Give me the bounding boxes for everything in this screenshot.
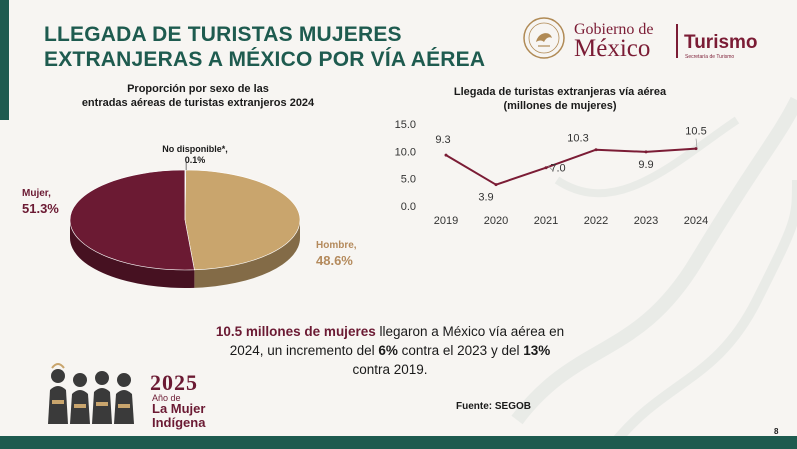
mujer-indigena-line3: Indígena xyxy=(152,415,206,430)
header-logos: Gobierno de México Turismo Secretaría de… xyxy=(522,14,782,64)
line-title-line2: (millones de mujeres) xyxy=(503,100,617,112)
left-accent-band xyxy=(0,0,9,120)
pie-slice-hombre xyxy=(184,169,301,271)
page-number: 8 xyxy=(774,427,779,436)
line-chart: 0.0 5.0 10.0 15.0 2019 2020 2021 2022 2023 2024 9.… xyxy=(395,119,709,227)
mexico-seal-icon xyxy=(523,17,565,59)
data-label: 9.9 xyxy=(638,159,653,171)
pie-label-no-disponible: No disponible*, 0.1% xyxy=(150,144,240,166)
summary-text: 10.5 millones de mujeres llegaron a Méxi… xyxy=(210,322,570,379)
pie-slice-nodisponible xyxy=(184,169,187,221)
mujer-indigena-line1: Año de xyxy=(152,393,181,403)
data-point xyxy=(444,153,448,157)
y-tick-label: 10.0 xyxy=(395,146,416,158)
indigenous-women-illustration xyxy=(48,363,134,424)
data-label: 3.9 xyxy=(478,192,493,204)
turismo-logo-text: Turismo xyxy=(684,32,758,53)
mujer-indigena-line2: La Mujer xyxy=(152,401,206,416)
pie-label-mujer-name: Mujer, xyxy=(22,188,51,199)
data-point xyxy=(644,150,648,154)
y-tick-label: 0.0 xyxy=(401,201,416,213)
data-label-leader xyxy=(695,138,698,148)
logo-divider xyxy=(676,24,678,58)
slide-title-line2: EXTRANJERAS A MÉXICO POR VÍA AÉREA xyxy=(44,48,486,71)
pie-side-hombre xyxy=(194,220,300,288)
pie-label-nd-name: No disponible*, xyxy=(162,144,228,154)
background-pattern xyxy=(511,96,797,440)
mujer-indigena-year: 2025 xyxy=(150,370,198,395)
pie-side-mujer xyxy=(70,220,195,288)
pie-title-line1: Proporción por sexo de las xyxy=(127,83,269,95)
x-tick-label: 2022 xyxy=(584,215,608,227)
x-tick-label: 2023 xyxy=(634,215,658,227)
data-point xyxy=(594,148,598,152)
data-point xyxy=(694,147,698,151)
turismo-subtitle: Secretaría de Turismo xyxy=(685,54,735,60)
x-tick-label: 2019 xyxy=(434,215,458,227)
x-tick-label: 2021 xyxy=(534,215,558,227)
bottom-accent-band xyxy=(0,436,797,449)
pie-chart xyxy=(69,162,301,288)
pie-chart-title: Proporción por sexo de las entradas aére… xyxy=(48,82,348,110)
pie-label-nd-value: 0.1% xyxy=(184,155,206,165)
gobierno-de-text: Gobierno de xyxy=(574,21,654,38)
data-label: 10.3 xyxy=(567,133,588,145)
summary-highlight: 10.5 millones de mujeres xyxy=(215,324,376,339)
data-point xyxy=(494,183,498,187)
y-tick-label: 5.0 xyxy=(401,174,416,186)
summary-part2: contra el 2023 y del xyxy=(397,343,524,358)
pie-title-line2: entradas aéreas de turistas extranjeros … xyxy=(81,97,315,109)
pie-label-hombre: Hombre, 48.6% xyxy=(316,240,376,268)
summary-part1: llegaron a México vía aérea en 2024, un … xyxy=(229,324,565,358)
data-point xyxy=(544,166,548,170)
line-chart-title: Llegada de turistas extranjeras vía aére… xyxy=(430,85,690,113)
pie-label-mujer-value: 51.3% xyxy=(22,201,59,216)
slide-title: LLEGADA DE TURISTAS MUJERES EXTRANJERAS … xyxy=(44,22,514,72)
series-line xyxy=(445,147,697,186)
data-label-leader xyxy=(547,165,553,170)
pie-label-hombre-name: Hombre, xyxy=(316,240,357,251)
x-tick-label: 2020 xyxy=(484,215,508,227)
mexico-text: México xyxy=(574,35,651,62)
summary-pct-2023: 6% xyxy=(378,343,398,358)
x-tick-label: 2024 xyxy=(684,215,708,227)
line-title-line1: Llegada de turistas extranjeras vía aére… xyxy=(453,86,667,98)
y-tick-label: 15.0 xyxy=(395,119,416,131)
data-label: 9.3 xyxy=(435,134,450,146)
summary-part3: contra 2019. xyxy=(352,362,428,377)
pie-slice-mujer xyxy=(69,169,195,271)
data-label: 10.5 xyxy=(685,126,706,138)
data-label: 7.0 xyxy=(550,163,565,175)
summary-pct-2019: 13% xyxy=(523,343,551,358)
slide-title-line1: LLEGADA DE TURISTAS MUJERES xyxy=(44,23,402,46)
pie-label-hombre-value: 48.6% xyxy=(316,253,353,268)
source-note: Fuente: SEGOB xyxy=(456,401,532,412)
pie-label-mujer: Mujer, 51.3% xyxy=(22,188,82,216)
